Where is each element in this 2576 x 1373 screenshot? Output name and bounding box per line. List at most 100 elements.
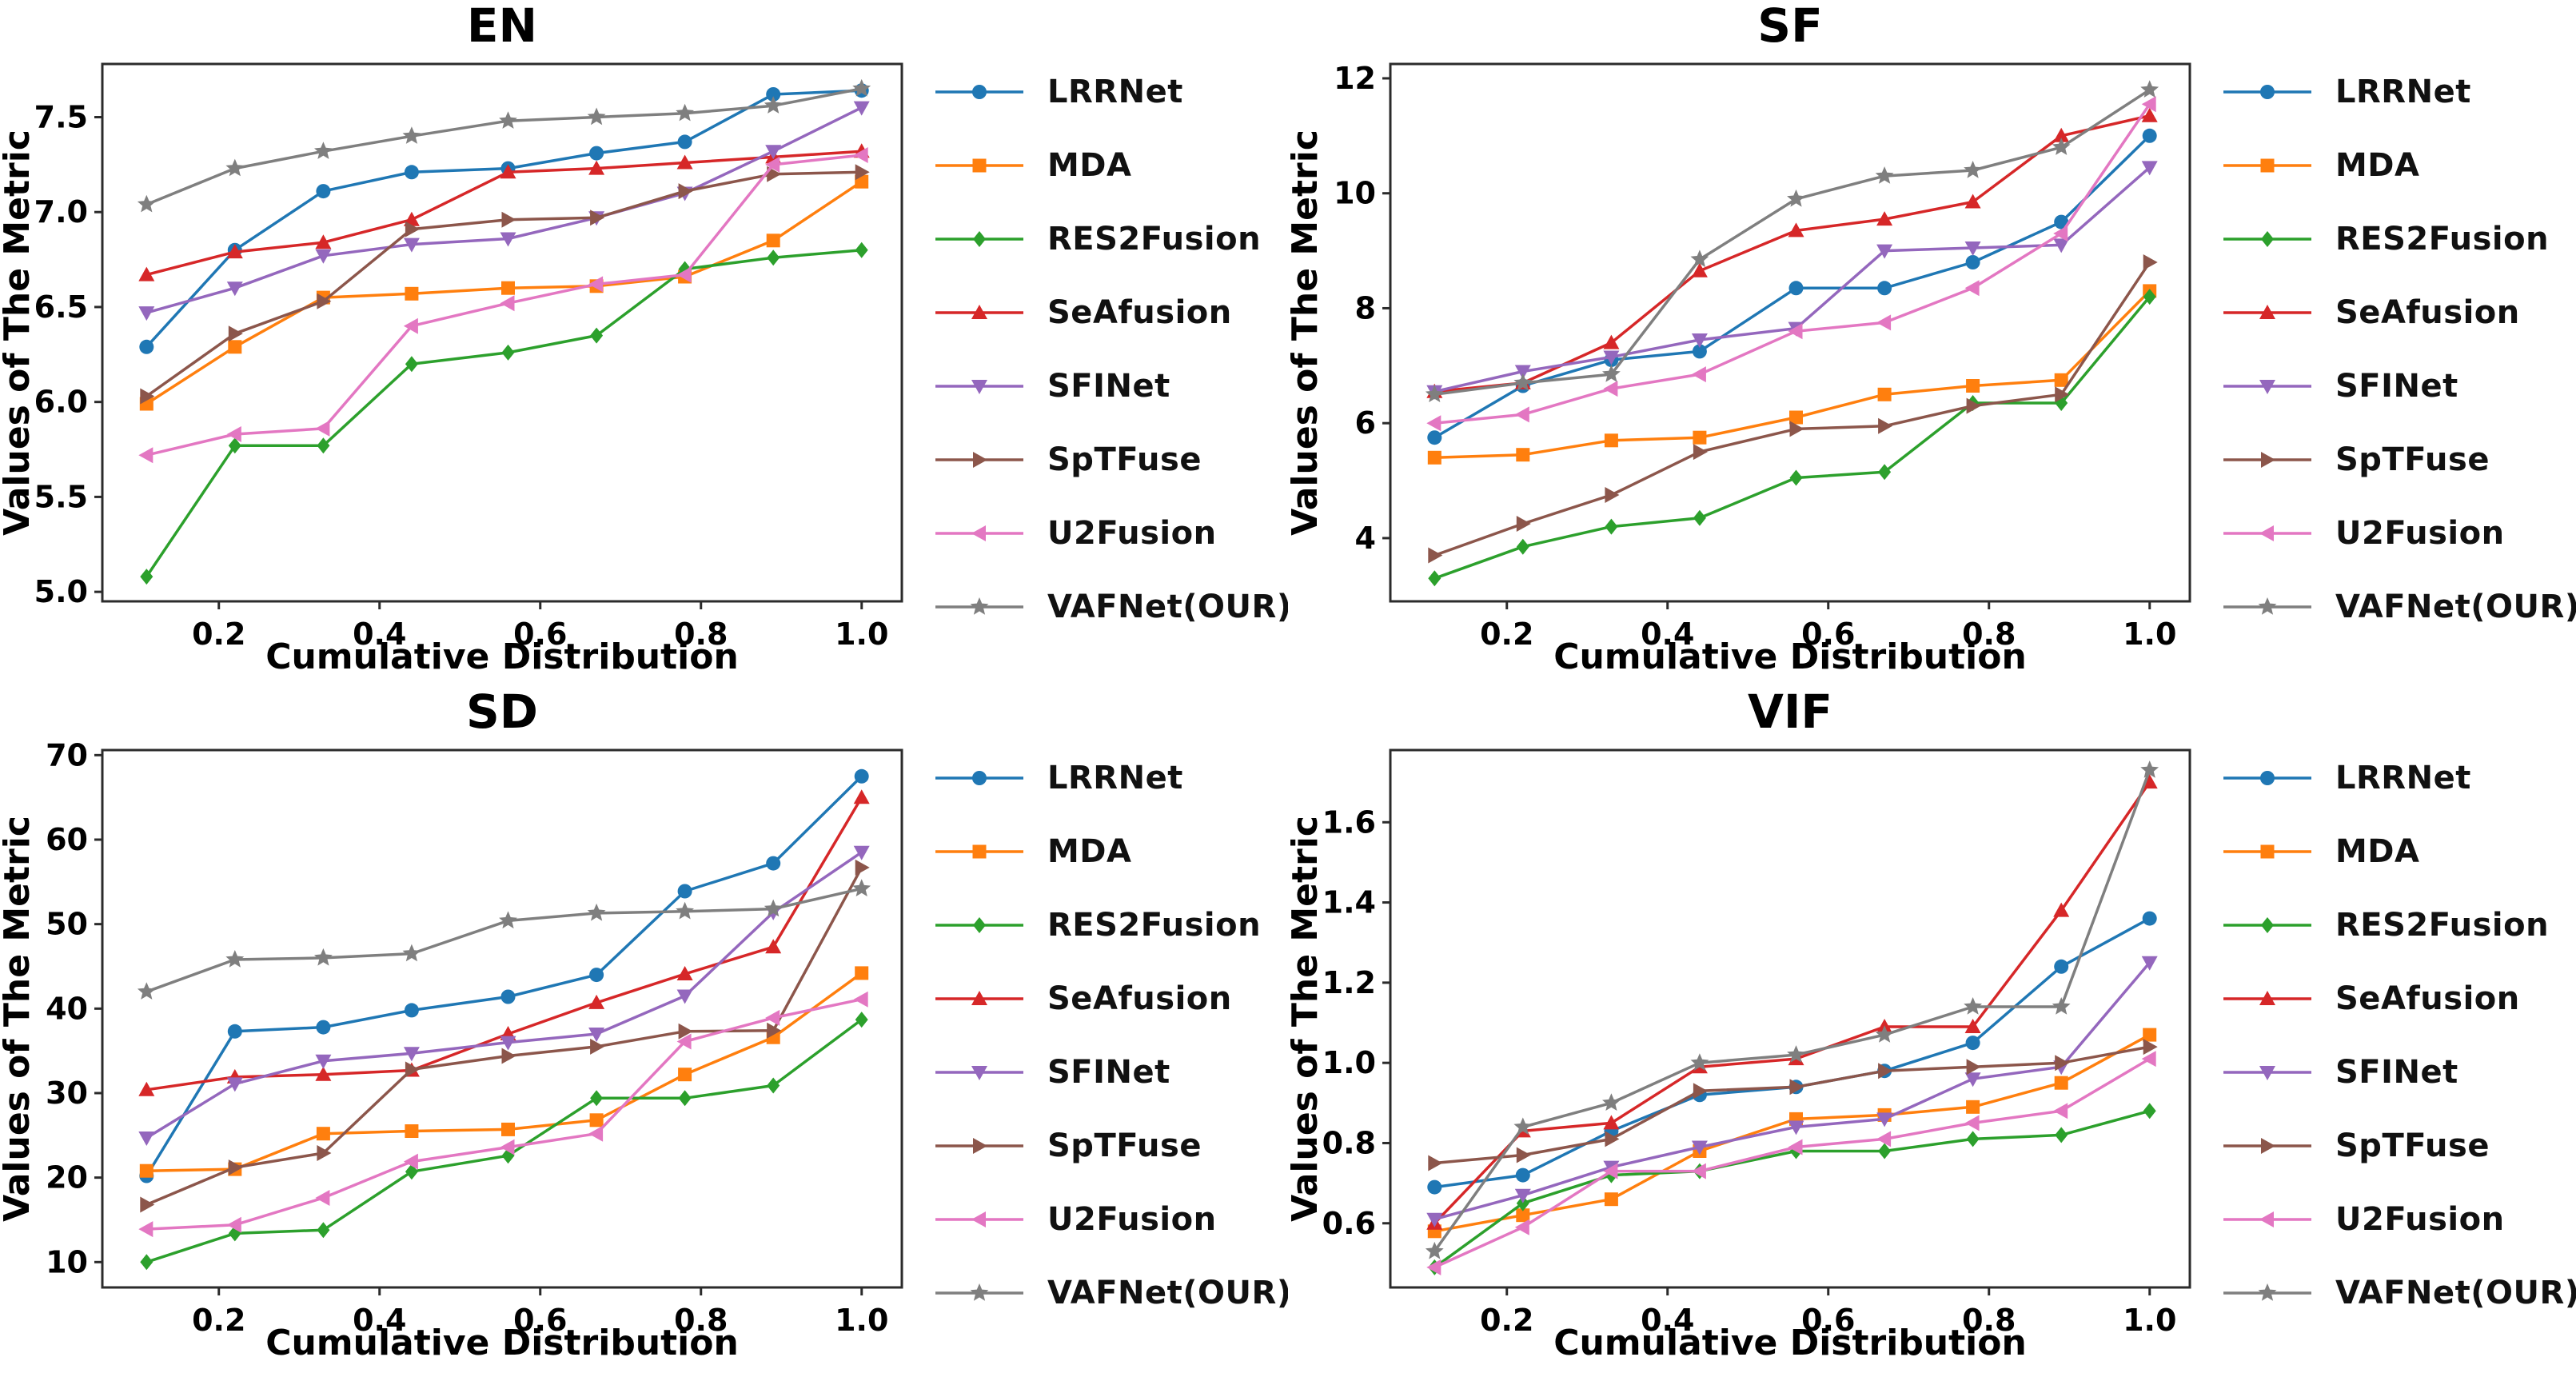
y-tick-label: 6.5: [34, 289, 88, 325]
vif-figure: VIF 0.2 0.4 0.6 0.8 1.0 0.6 0.8 1.0 1.2 1.4 1.6 Cumu…: [1288, 686, 2207, 1367]
x-tick-label: 1.0: [2123, 617, 2176, 652]
y-axis-label: Values of The Metric: [1288, 130, 1326, 536]
legend-label: U2Fusion: [2335, 1201, 2505, 1238]
legend-item-mda: MDA: [932, 833, 1288, 870]
legend-item-sptfuse: SpTFuse: [932, 1128, 1288, 1164]
legend-swatch-triangle-right-icon: [935, 452, 1023, 468]
legend-item-vafnet-our: VAFNet(OUR): [932, 1275, 1288, 1311]
legend-item-lrrnet: LRRNet: [2220, 74, 2576, 110]
legend-label: SpTFuse: [1047, 441, 1202, 478]
legend-label: RES2Fusion: [1047, 221, 1262, 257]
y-tick-label: 5.5: [34, 479, 88, 514]
sf-plot: SF 0.2 0.4 0.6 0.8 1.0 4 6 8 10 12 Cumulative Distr…: [1288, 0, 2191, 677]
legend-swatch-diamond-icon: [2223, 231, 2311, 247]
legend-label: VAFNet(OUR): [2335, 589, 2576, 625]
legend-swatch-triangle-left-icon: [935, 525, 1023, 541]
y-tick-label: 30: [46, 1076, 88, 1111]
legend-item-sptfuse: SpTFuse: [2220, 441, 2576, 478]
y-tick-label: 1.4: [1322, 885, 1376, 920]
legend-swatch-circle-icon: [2223, 771, 2311, 785]
legend-item-res2fusion: RES2Fusion: [2220, 221, 2576, 257]
series-line: [145, 775, 863, 1177]
chart-panel-en: EN 0.2 0.4 0.6 0.8 1.0 5.0 5.5 6.0 6.5 7.0 7.5 Cumul…: [0, 0, 1288, 686]
chart-title: SF: [1757, 0, 1822, 53]
y-tick-label: 7.5: [34, 99, 88, 134]
legend-swatch-triangle-right-icon: [2223, 452, 2311, 468]
legend-label: SFINet: [1047, 1054, 1170, 1091]
y-tick-label: 50: [46, 907, 88, 942]
legend-label: LRRNet: [2335, 74, 2471, 110]
legend-label: RES2Fusion: [2335, 907, 2550, 944]
legend-item-u2fusion: U2Fusion: [932, 515, 1288, 552]
series-line: [145, 248, 862, 578]
y-tick-label: 5.0: [34, 574, 88, 609]
plot-box: [101, 748, 903, 1289]
legend-swatch-circle-icon: [2223, 85, 2311, 99]
x-tick-label: 0.2: [192, 617, 245, 652]
legend-swatch-square-icon: [2223, 844, 2311, 859]
series-line: [146, 972, 863, 1172]
x-axis-label: Cumulative Distribution: [1553, 1323, 2027, 1363]
legend-item-sfinet: SFINet: [932, 1054, 1288, 1091]
y-tick-label: 60: [46, 822, 88, 857]
y-tick-label: 10: [46, 1244, 88, 1279]
x-tick-label: 1.0: [835, 1303, 888, 1338]
x-tick-label: 0.8: [1962, 1303, 2016, 1338]
legend-item-vafnet-our: VAFNet(OUR): [2220, 589, 2576, 625]
legend-swatch-triangle-up-icon: [2223, 991, 2311, 1005]
legend-item-res2fusion: RES2Fusion: [932, 221, 1288, 257]
legend-label: LRRNet: [1047, 760, 1183, 796]
legend-swatch-triangle-right-icon: [2223, 1138, 2311, 1154]
legend-item-sfinet: SFINet: [2220, 1054, 2576, 1091]
legend-swatch-circle-icon: [935, 85, 1023, 99]
legend-swatch-triangle-down-icon: [2223, 1066, 2311, 1080]
legend-swatch-triangle-left-icon: [935, 1211, 1023, 1227]
x-tick-label: 1.0: [2123, 1303, 2176, 1338]
x-tick-label: 0.8: [674, 617, 728, 652]
plot-box: [1389, 748, 2191, 1289]
legend-swatch-circle-icon: [935, 771, 1023, 785]
legend-swatch-square-icon: [935, 844, 1023, 859]
legend-label: VAFNet(OUR): [1047, 1275, 1288, 1311]
x-tick-label: 0.8: [674, 1303, 728, 1338]
legend-item-vafnet-our: VAFNet(OUR): [2220, 1275, 2576, 1311]
legend-item-res2fusion: RES2Fusion: [2220, 907, 2576, 944]
legend-item-seafusion: SeAfusion: [2220, 294, 2576, 331]
legend-swatch-star-icon: [935, 597, 1023, 615]
legend-label: SpTFuse: [2335, 441, 2490, 478]
sd-legend: LRRNet MDA RES2Fusion SeAfusion SFINet S…: [919, 686, 1288, 1311]
legend-label: SeAfusion: [1047, 294, 1232, 331]
x-axis-label: Cumulative Distribution: [265, 637, 739, 677]
legend-item-sfinet: SFINet: [2220, 368, 2576, 405]
legend-label: SpTFuse: [1047, 1128, 1202, 1164]
series-line: [1434, 114, 2151, 393]
x-tick-label: 0.6: [513, 1303, 567, 1338]
y-tick-label: 70: [46, 737, 88, 772]
legend-item-res2fusion: RES2Fusion: [932, 907, 1288, 944]
sf-figure: SF 0.2 0.4 0.6 0.8 1.0 4 6 8 10 12 Cumulative Distr…: [1288, 0, 2207, 681]
x-tick-label: 0.6: [1801, 1303, 1855, 1338]
y-tick-label: 10: [1334, 176, 1376, 211]
legend-swatch-triangle-left-icon: [2223, 525, 2311, 541]
legend-item-vafnet-our: VAFNet(OUR): [932, 589, 1288, 625]
series-line: [1434, 88, 2151, 397]
legend-label: U2Fusion: [1047, 1201, 1217, 1238]
legend-label: RES2Fusion: [1047, 907, 1262, 944]
legend-swatch-triangle-left-icon: [2223, 1211, 2311, 1227]
x-tick-label: 0.6: [513, 617, 567, 652]
y-tick-label: 8: [1355, 290, 1376, 325]
legend-label: MDA: [1047, 147, 1132, 184]
legend-label: MDA: [1047, 833, 1132, 870]
legend-swatch-triangle-down-icon: [935, 380, 1023, 394]
chart-panel-vif: VIF 0.2 0.4 0.6 0.8 1.0 0.6 0.8 1.0 1.2 1.4 1.6 Cumu…: [1288, 686, 2576, 1372]
y-tick-label: 0.8: [1322, 1125, 1376, 1160]
x-axis-label: Cumulative Distribution: [265, 1323, 739, 1363]
legend-item-sfinet: SFINet: [932, 368, 1288, 405]
y-tick-label: 4: [1355, 521, 1376, 556]
legend-swatch-star-icon: [2223, 1283, 2311, 1301]
vif-legend: LRRNet MDA RES2Fusion SeAfusion SFINet S…: [2207, 686, 2576, 1311]
legend-item-lrrnet: LRRNet: [932, 760, 1288, 796]
legend-item-u2fusion: U2Fusion: [2220, 1201, 2576, 1238]
y-axis-label: Values of The Metric: [0, 130, 38, 536]
